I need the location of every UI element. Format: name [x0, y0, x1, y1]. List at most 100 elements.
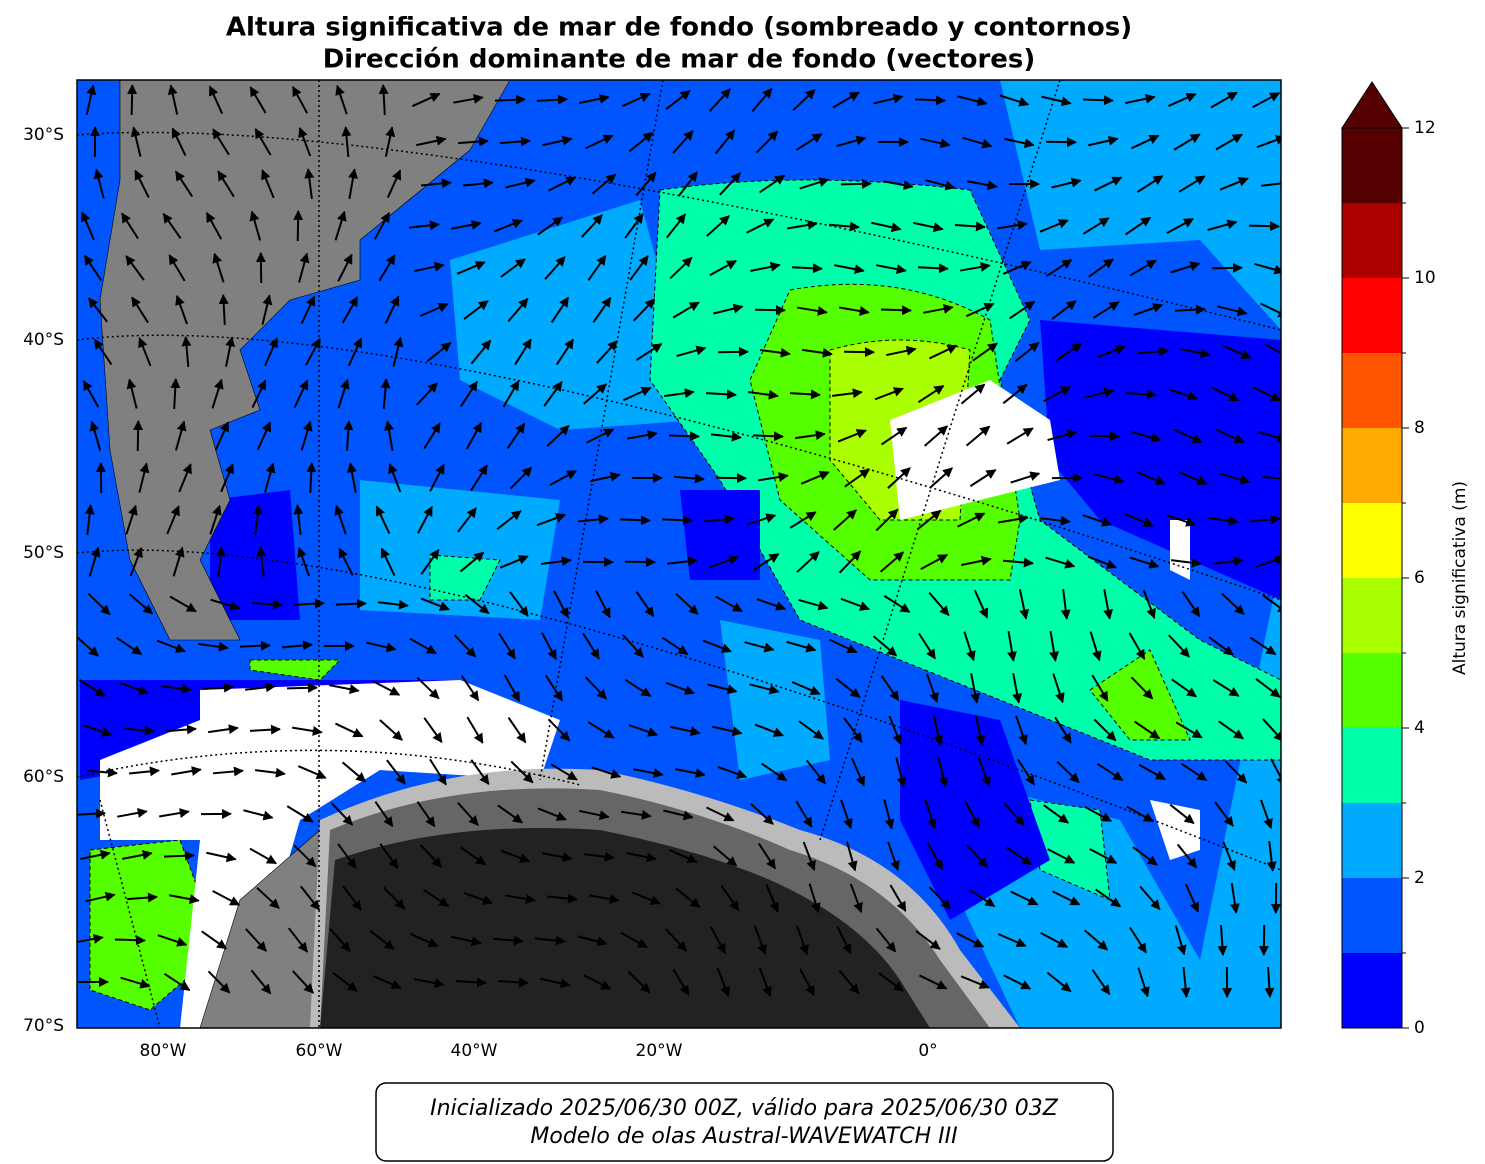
swell-vector	[582, 632, 600, 660]
swell-vector	[160, 683, 192, 694]
swell-vector	[249, 86, 267, 114]
swell-vector	[665, 213, 687, 239]
swell-vector	[419, 303, 449, 317]
swell-vector	[544, 674, 564, 702]
swell-vector	[709, 259, 738, 277]
swell-vector	[212, 890, 241, 906]
swell-vector	[170, 378, 181, 410]
swell-band	[80, 320, 1281, 920]
swell-vector	[499, 136, 531, 147]
swell-vector	[378, 254, 396, 282]
swell-vector	[505, 894, 536, 904]
swell-vector	[210, 598, 241, 611]
swell-vector	[1261, 476, 1281, 480]
swell-vector	[207, 970, 231, 994]
swell-vector	[1052, 673, 1065, 704]
swell-vector	[720, 885, 740, 912]
swell-vector	[977, 757, 991, 788]
swell-vector	[828, 221, 860, 232]
swell-vector	[1211, 386, 1240, 402]
swell-vector	[974, 715, 986, 746]
swell-vector	[1215, 133, 1243, 151]
swell-vector	[973, 589, 989, 619]
swell-vector	[1051, 300, 1077, 320]
swell-vector	[583, 383, 608, 405]
swell-vector	[1260, 302, 1281, 318]
swell-vector	[212, 128, 230, 156]
swell-vector	[89, 420, 102, 451]
swell-vector	[675, 768, 706, 779]
swell-vector	[1255, 678, 1281, 698]
swell-vector	[878, 972, 904, 992]
swell-vector	[584, 676, 608, 700]
swell-vector	[163, 972, 191, 992]
swell-vector	[1254, 263, 1281, 275]
swell-vector	[281, 640, 313, 651]
swell-vector	[1129, 556, 1160, 569]
swell-vector	[619, 515, 651, 526]
swell-vector	[1060, 588, 1071, 620]
swell-vector	[914, 95, 946, 106]
swell-vector	[1166, 217, 1195, 235]
swell-vector	[964, 800, 980, 829]
swell-vector	[1052, 890, 1081, 906]
swell-vector	[197, 641, 229, 652]
swell-vector	[131, 296, 149, 324]
swell-vector	[967, 180, 998, 191]
swell-vector	[1169, 803, 1195, 825]
swell-vector	[586, 428, 615, 444]
footer-line: Inicializado 2025/06/30 00Z, válido para…	[430, 1096, 1059, 1121]
swell-vector	[628, 724, 659, 737]
swell-vector	[414, 261, 445, 273]
swell-vector	[500, 258, 526, 278]
swell-vector	[664, 928, 688, 952]
swell-vector	[1137, 346, 1169, 357]
colorbar-band	[1342, 953, 1402, 1028]
swell-vector	[330, 802, 354, 826]
swell-vector	[1217, 924, 1228, 956]
swell-vector	[536, 513, 566, 527]
swell-vector	[1270, 758, 1281, 787]
swell-vector	[758, 472, 789, 482]
swell-vector	[712, 845, 738, 867]
swell-vector	[420, 548, 440, 575]
swell-vector	[747, 389, 779, 400]
swell-vector	[1094, 473, 1125, 485]
swell-vector	[380, 378, 391, 410]
swell-vector	[828, 638, 858, 654]
swell-vector	[1180, 966, 1191, 998]
swell-vector	[635, 171, 657, 197]
lat-label: 40°S	[23, 330, 64, 350]
swell-vector	[77, 635, 99, 657]
swell-vector	[1041, 95, 1072, 107]
swell-vector	[416, 676, 440, 700]
swell-vector	[1089, 848, 1118, 864]
swell-vector	[542, 852, 573, 863]
swell-vector	[251, 379, 267, 408]
swell-vector	[338, 547, 354, 576]
swell-vector	[201, 930, 228, 950]
swell-vector	[78, 679, 106, 697]
swell-vector	[760, 347, 791, 358]
swell-vector	[540, 977, 571, 989]
swell-vector	[304, 168, 315, 200]
swell-vector	[218, 294, 229, 326]
swell-vector	[300, 295, 316, 324]
swell-vector	[93, 338, 113, 365]
swell-vector	[293, 844, 317, 868]
swell-vector	[297, 765, 327, 779]
swell-vector	[918, 632, 936, 660]
colorbar-band	[1342, 503, 1402, 578]
swell-vector	[661, 636, 689, 656]
swell-vector	[843, 717, 863, 743]
swell-vector	[1125, 389, 1157, 400]
swell-vector	[965, 425, 991, 447]
swell-vector	[591, 766, 622, 779]
swell-vector	[805, 759, 827, 785]
swell-vector	[456, 261, 486, 275]
swell-vector	[553, 590, 569, 619]
swell-vector	[1138, 763, 1166, 781]
swell-vector	[1249, 514, 1281, 525]
swell-vector	[1166, 514, 1197, 527]
swell-vector	[93, 168, 105, 199]
